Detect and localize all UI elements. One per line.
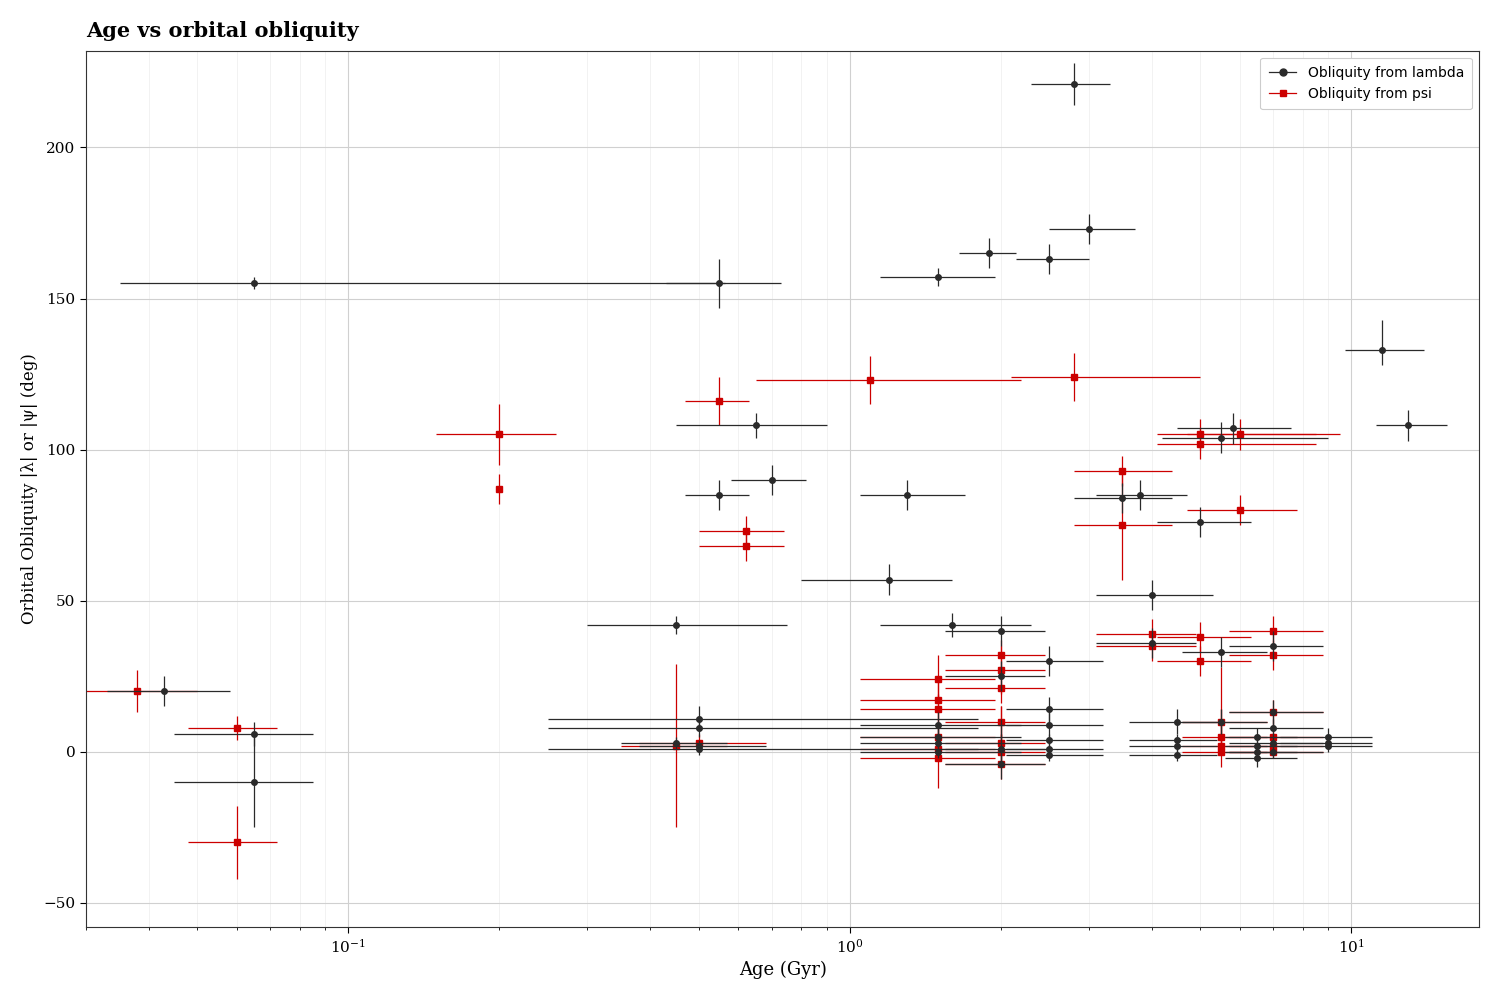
- Text: Age vs orbital obliquity: Age vs orbital obliquity: [86, 21, 358, 41]
- X-axis label: Age (Gyr): Age (Gyr): [738, 961, 827, 979]
- Y-axis label: Orbital Obliquity |λ| or |ψ| (deg): Orbital Obliquity |λ| or |ψ| (deg): [21, 353, 38, 624]
- Legend: Obliquity from lambda, Obliquity from psi: Obliquity from lambda, Obliquity from ps…: [1260, 58, 1472, 109]
